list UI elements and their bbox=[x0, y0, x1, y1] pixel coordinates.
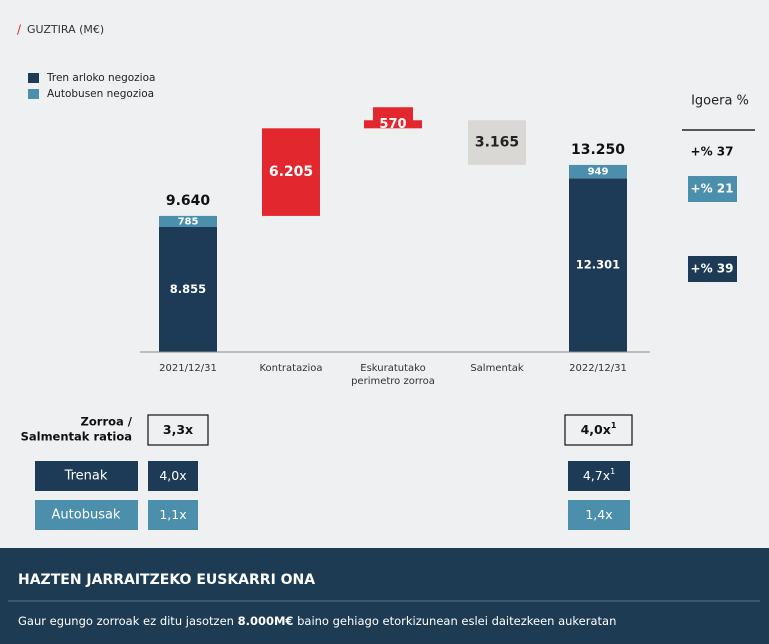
ratio-box bbox=[147, 414, 209, 446]
growth-label: +% 21 bbox=[691, 182, 734, 196]
value-label: 570 bbox=[379, 117, 406, 132]
ratio-value: 4,0x bbox=[159, 468, 186, 483]
ratio-label: Salmentak ratioa bbox=[21, 430, 132, 444]
ratio-text: 1,1x bbox=[159, 507, 186, 522]
growth-label: +% 37 bbox=[691, 145, 734, 159]
ratio-box bbox=[148, 461, 198, 491]
ratio-text: 4,7x bbox=[583, 468, 610, 483]
chart-title: GUZTIRA (M€) bbox=[27, 23, 104, 36]
ratio-row-label: Trenak bbox=[64, 469, 108, 484]
x-tick-label: 2021/12/31 bbox=[159, 363, 217, 374]
ratio-text: 1,4x bbox=[585, 507, 612, 522]
footer-title: HAZTEN JARRAITZEKO EUSKARRI ONA bbox=[18, 572, 315, 588]
bar-segment bbox=[569, 178, 627, 352]
legend-label: Tren arloko negozioa bbox=[46, 72, 155, 84]
ratio-footnote: 1 bbox=[611, 421, 617, 430]
change-label-box bbox=[373, 107, 413, 126]
ratio-value: 4,0x1 bbox=[581, 421, 617, 437]
bar-change bbox=[262, 128, 320, 216]
footer-text-bold: 8.000M€ bbox=[238, 614, 294, 628]
ratio-text: 4,0x bbox=[581, 422, 611, 437]
footer-band bbox=[0, 548, 769, 644]
ratio-row-label-box bbox=[35, 500, 138, 530]
value-label: 785 bbox=[178, 216, 199, 227]
footer-text: Gaur egungo zorroak ez ditu jasotzen 8.0… bbox=[18, 614, 616, 628]
ratio-text: 3,3x bbox=[163, 422, 193, 437]
legend-label: Autobusen negozioa bbox=[47, 88, 154, 100]
bar-segment bbox=[159, 215, 217, 227]
x-tick-label: Eskuratutako perimetro zorroa bbox=[351, 363, 435, 387]
x-tick-label: Kontratazioa bbox=[259, 363, 323, 374]
value-label: 3.165 bbox=[475, 134, 519, 150]
ratio-value: 3,3x bbox=[163, 422, 193, 437]
footer-text-b: baino gehiago etorkizunean eslei daitezk… bbox=[293, 614, 616, 628]
legend-swatch bbox=[28, 89, 39, 99]
growth-box bbox=[688, 176, 737, 202]
value-label: 12.301 bbox=[576, 258, 620, 272]
ratio-value: 1,1x bbox=[159, 507, 186, 522]
value-label: 6.205 bbox=[269, 164, 313, 180]
legend-swatch bbox=[28, 73, 39, 83]
ratio-box bbox=[568, 461, 630, 491]
bar-segment bbox=[159, 226, 217, 352]
bar-change bbox=[468, 120, 526, 165]
footer-text-a: Gaur egungo zorroak ez ditu jasotzen bbox=[18, 614, 238, 628]
total-label: 13.250 bbox=[571, 142, 625, 158]
ratio-value: 1,4x bbox=[585, 507, 612, 522]
ratio-label: Zorroa / bbox=[81, 415, 133, 429]
bar-segment bbox=[569, 164, 627, 179]
x-tick-label: Salmentak bbox=[470, 363, 524, 374]
x-tick-label: 2022/12/31 bbox=[569, 363, 627, 374]
ratio-box bbox=[148, 500, 198, 530]
ratio-row-label-box bbox=[35, 461, 138, 491]
ratio-text: 4,0x bbox=[159, 468, 186, 483]
growth-title: Igoera % bbox=[691, 94, 749, 109]
growth-label: +% 39 bbox=[691, 262, 734, 276]
ratio-box bbox=[564, 414, 633, 446]
title-slash: / bbox=[17, 23, 22, 37]
ratio-box bbox=[568, 500, 630, 530]
growth-box bbox=[688, 256, 737, 282]
ratio-footnote: 1 bbox=[610, 467, 615, 476]
total-label: 9.640 bbox=[166, 193, 211, 209]
ratio-value: 4,7x1 bbox=[583, 467, 615, 483]
value-label: 8.855 bbox=[170, 282, 206, 296]
value-label: 949 bbox=[588, 167, 609, 178]
ratio-row-label: Autobusak bbox=[52, 508, 121, 523]
